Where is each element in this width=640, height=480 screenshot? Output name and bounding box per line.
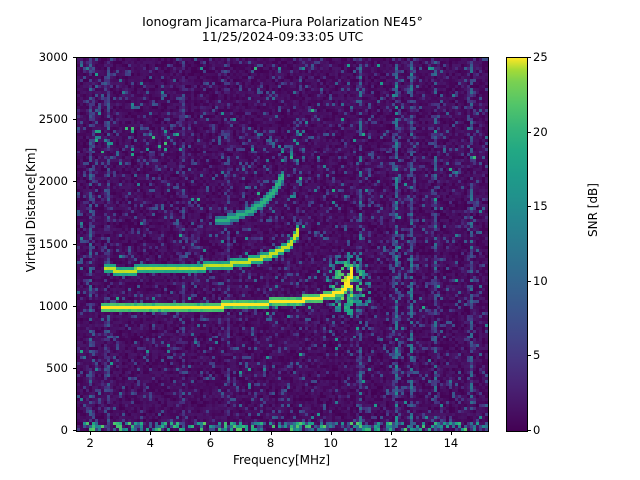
- x-tick-mark: [450, 431, 452, 435]
- x-tick-mark: [390, 431, 392, 435]
- x-tick-mark: [150, 431, 152, 435]
- colorbar-tick-mark: [527, 430, 531, 431]
- y-tick-label: 0: [60, 423, 68, 437]
- figure-title-line2: 11/25/2024-09:33:05 UTC: [201, 29, 364, 44]
- x-tick-label: 8: [266, 436, 275, 450]
- x-tick-label: 10: [323, 436, 338, 450]
- ionogram-heatmap: [77, 58, 488, 431]
- x-tick-label: 14: [443, 436, 459, 450]
- colorbar-tick-label: 5: [533, 348, 541, 363]
- colorbar-tick-label: 20: [533, 124, 548, 139]
- x-tick-label: 2: [86, 436, 94, 450]
- y-tick-label: 2000: [38, 174, 68, 189]
- y-tick-mark: [72, 181, 76, 183]
- colorbar-tick-mark: [527, 57, 531, 58]
- colorbar-tick-mark: [527, 280, 531, 282]
- figure-title: Ionogram Jicamarca-Piura Polarization NE…: [0, 14, 565, 44]
- y-axis-label: Virtual Distance[Km]: [24, 147, 38, 273]
- x-tick-mark: [90, 431, 92, 435]
- y-tick-label: 1000: [38, 298, 68, 313]
- x-tick-mark: [330, 431, 332, 435]
- y-tick-label: 3000: [38, 50, 68, 64]
- colorbar-tick-label: 10: [533, 273, 548, 288]
- colorbar-tick-label: 0: [533, 423, 541, 437]
- x-axis-label: Frequency[MHz]: [232, 453, 331, 467]
- colorbar-tick-label: 25: [533, 50, 548, 64]
- figure-title-line1: Ionogram Jicamarca-Piura Polarization NE…: [142, 14, 423, 29]
- x-tick-mark: [270, 431, 272, 435]
- y-tick-mark: [72, 430, 76, 431]
- colorbar-tick-mark: [527, 355, 531, 357]
- y-tick-label: 2500: [38, 112, 68, 127]
- y-tick-label: 1500: [38, 236, 68, 251]
- x-tick-label: 6: [206, 436, 215, 450]
- y-tick-mark: [72, 57, 76, 58]
- y-tick-mark: [72, 305, 76, 307]
- y-tick-mark: [72, 243, 76, 245]
- y-tick-mark: [72, 367, 76, 369]
- colorbar-tick-mark: [527, 206, 531, 208]
- colorbar-tick-mark: [527, 131, 531, 133]
- x-tick-label: 12: [383, 436, 399, 450]
- y-tick-mark: [72, 119, 76, 121]
- colorbar-gradient: [506, 57, 528, 432]
- x-tick-label: 4: [146, 436, 154, 450]
- colorbar-tick-label: 15: [533, 199, 548, 214]
- y-tick-label: 500: [46, 360, 68, 375]
- x-tick-mark: [210, 431, 212, 435]
- ionogram-plot-area: [76, 57, 489, 432]
- colorbar-label: SNR [dB]: [586, 183, 600, 237]
